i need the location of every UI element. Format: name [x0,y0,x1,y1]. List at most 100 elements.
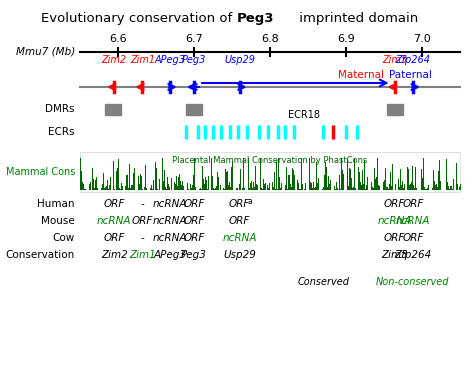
Text: Zim2: Zim2 [101,250,128,260]
Bar [362,169,363,190]
Bar [104,188,105,190]
Bar [249,188,250,190]
Bar [173,182,174,190]
Bar [131,185,132,190]
Bar [399,187,400,190]
Text: 6.7: 6.7 [185,34,203,44]
Bar [122,186,123,190]
Bar [246,186,247,190]
Bar [93,179,94,190]
Bar [282,183,283,190]
Bar [448,186,449,190]
Bar [372,187,373,190]
Bar [256,184,257,190]
Bar [202,166,203,190]
Text: ORF: ORF [384,233,405,243]
Bar [328,176,329,190]
Bar [312,188,313,190]
Text: Cow: Cow [53,233,75,243]
Bar [356,189,357,190]
Bar [217,172,218,190]
Bar [433,170,434,190]
Text: ORF: ORF [183,233,205,243]
Bar [430,167,431,190]
Bar [172,178,173,190]
Bar [373,188,374,190]
Text: ncRNA: ncRNA [153,199,187,209]
Bar [187,183,188,190]
Text: Mouse: Mouse [41,216,75,226]
Bar [316,162,317,190]
Bar [127,175,128,190]
Bar [107,180,108,190]
Bar [348,186,349,190]
Text: ncRNA: ncRNA [222,233,257,243]
Bar [460,184,461,190]
Bar [151,185,152,190]
Bar [260,158,261,190]
Bar [388,189,389,190]
Bar [324,175,325,190]
Bar [341,158,342,190]
Bar [251,181,252,190]
Bar [304,189,305,190]
Bar [339,176,340,190]
Bar [352,188,353,190]
Text: ORF: ORF [183,199,205,209]
Bar [301,158,302,190]
Bar [353,187,354,190]
Bar [361,184,362,190]
Bar [110,177,111,190]
Bar [232,161,233,190]
Bar [294,176,295,190]
Bar [434,181,435,190]
Bar [299,189,300,190]
Bar [401,185,402,190]
Bar [359,172,360,190]
Bar [243,158,244,190]
Bar [214,189,215,190]
Bar [102,184,103,190]
Bar [82,182,83,190]
Bar [278,158,279,190]
Bar [262,189,263,190]
Bar [452,189,453,190]
Bar [418,186,419,190]
Bar [283,185,284,190]
Bar [314,188,315,190]
Text: Human: Human [37,199,75,209]
Bar [336,182,337,190]
Text: Non-conserved: Non-conserved [376,277,450,287]
Text: Zim1: Zim1 [130,55,155,65]
Bar [371,182,372,190]
Bar [254,187,255,190]
Bar [206,179,207,190]
Text: -: - [140,233,144,243]
Bar [133,173,134,190]
Text: ORF: ORF [402,233,424,243]
Bar [81,171,82,190]
Bar [432,188,433,190]
Bar [422,178,423,190]
Text: ncRNA: ncRNA [153,233,187,243]
Bar [154,189,155,190]
Text: Placental Mammal Conservation by PhastCons: Placental Mammal Conservation by PhastCo… [173,156,368,165]
Text: ORF: ORF [384,199,405,209]
Bar [88,161,89,190]
Bar [85,189,86,190]
Text: 6.6: 6.6 [109,34,127,44]
Bar [329,184,330,190]
Text: ORF: ORF [229,216,250,226]
Bar [188,189,189,190]
Bar [195,187,196,190]
Bar [376,177,377,190]
Bar [118,159,119,190]
Bar [360,182,361,190]
Bar [390,172,391,190]
Text: ECR18: ECR18 [288,110,320,120]
Text: Zim2: Zim2 [101,55,127,65]
Text: ORF: ORF [103,199,125,209]
Text: Zim1: Zim1 [129,250,155,260]
Bar [115,189,116,190]
Bar [113,161,114,190]
